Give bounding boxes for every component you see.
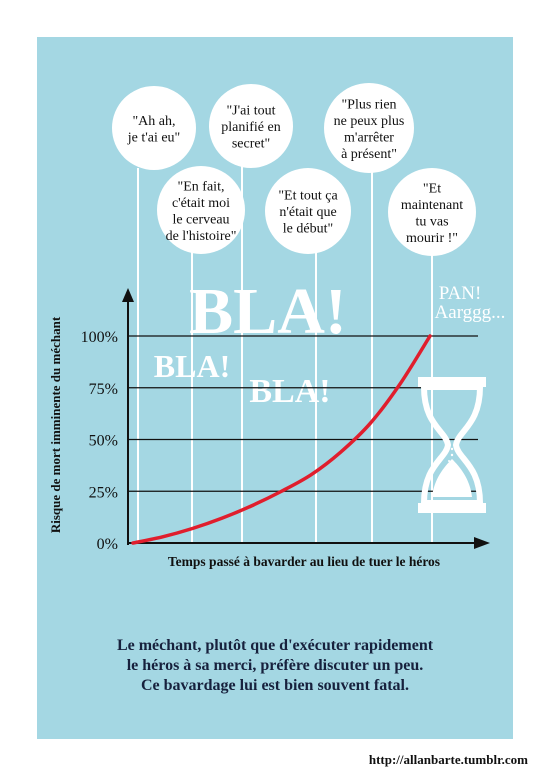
speech-bubble-text: mourir !" xyxy=(406,231,458,246)
speech-bubble xyxy=(157,166,245,254)
aargh-text: Aarggg... xyxy=(435,302,506,323)
source-url: http://allanbarte.tumblr.com xyxy=(368,752,528,767)
speech-bubble-text: m'arrêter xyxy=(344,130,394,145)
y-tick-label: 0% xyxy=(97,536,118,553)
speech-bubble-text: de l'histoire" xyxy=(166,229,237,244)
pan-text: PAN! xyxy=(439,283,482,304)
speech-bubble xyxy=(324,83,414,173)
y-tick-labels: 0% 25% 50% 75% 100% xyxy=(81,329,118,553)
risk-curve xyxy=(131,334,432,545)
y-axis-label: Risque de mort imminente du méchant xyxy=(48,316,63,533)
caption: Le méchant, plutôt que d'exécuter rapide… xyxy=(37,636,513,696)
speech-bubble xyxy=(209,84,293,168)
caption-line: Le méchant, plutôt que d'exécuter rapide… xyxy=(116,637,434,654)
speech-bubble-text: "J'ai tout xyxy=(226,104,275,119)
speech-bubble-text: maintenant xyxy=(401,198,463,213)
speech-bubble-text: c'était moi xyxy=(172,196,230,211)
speech-bubble-text: ne peux plus xyxy=(334,114,405,129)
y-tick-label: 25% xyxy=(89,484,118,501)
speech-bubble-text: le début" xyxy=(283,222,333,237)
x-axis-label: Temps passé à bavarder au lieu de tuer l… xyxy=(168,554,440,569)
caption-line: Ce bavardage lui est bien souvent fatal. xyxy=(141,677,409,694)
caption-line: le héros à sa merci, préfère discuter un… xyxy=(126,657,424,674)
speech-bubble xyxy=(112,86,196,170)
speech-bubble xyxy=(388,168,476,256)
y-tick-label: 75% xyxy=(89,381,118,398)
speech-bubble-text: "Ah ah, xyxy=(132,114,175,129)
speech-bubble-text: je t'ai eu" xyxy=(127,130,181,145)
speech-bubble-text: "En fait, xyxy=(178,179,225,194)
axes xyxy=(122,288,490,549)
y-tick-label: 50% xyxy=(89,433,118,450)
bla-left-text: BLA! xyxy=(154,348,230,384)
hourglass-icon xyxy=(418,377,486,513)
y-tick-label: 100% xyxy=(81,329,118,346)
speech-bubble-text: "Plus rien xyxy=(341,97,396,112)
x-axis-arrow xyxy=(474,537,490,549)
speech-bubble-text: secret" xyxy=(232,137,270,152)
y-axis-arrow xyxy=(122,288,134,302)
speech-bubble xyxy=(265,168,351,254)
speech-bubble-text: le cerveau xyxy=(172,212,229,227)
gridlines xyxy=(128,335,478,492)
speech-bubble-text: "Et xyxy=(423,181,441,196)
speech-bubble-text: planifié en xyxy=(221,120,280,135)
bla-big-text: BLA! xyxy=(189,275,347,348)
bla-mid-text: BLA! xyxy=(249,373,330,410)
speech-bubble-text: tu vas xyxy=(415,214,448,229)
speech-bubble-text: "Et tout ça xyxy=(278,189,338,204)
speech-bubble-text: n'était que xyxy=(279,205,336,220)
speech-bubble-text: à présent" xyxy=(341,147,397,162)
